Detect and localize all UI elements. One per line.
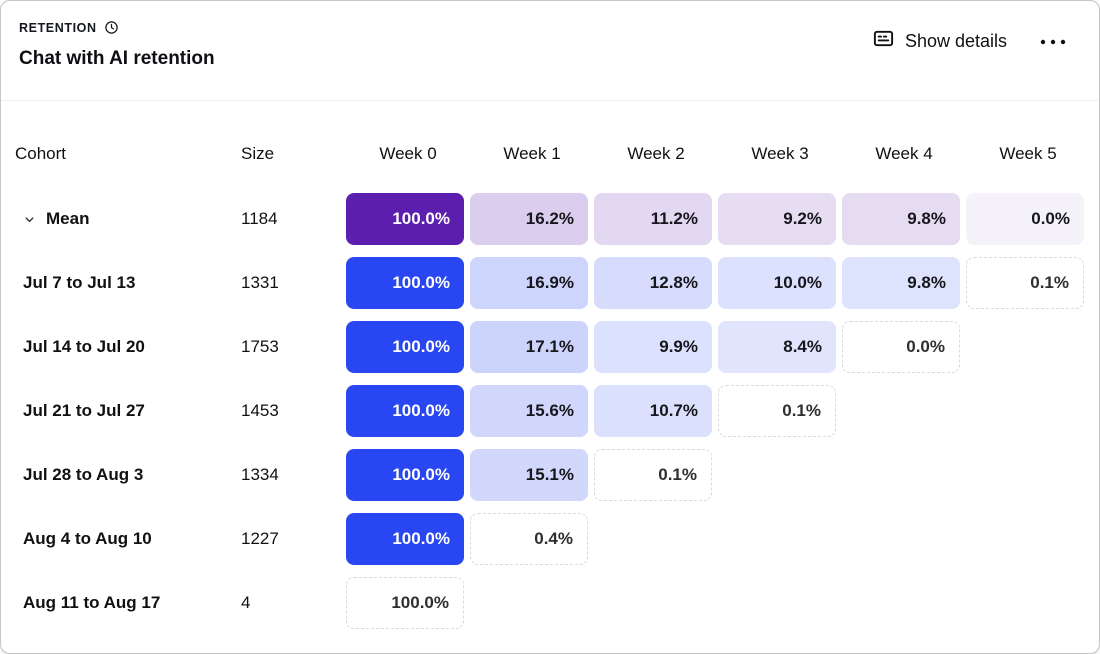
table-header-row: Cohort Size Week 0 Week 1 Week 2 Week 3 Week 4… <box>15 121 1099 187</box>
retention-cell[interactable]: 100.0% <box>346 385 464 437</box>
cohort-label-text: Aug 4 to Aug 10 <box>23 529 152 548</box>
ellipsis-icon <box>1039 34 1067 49</box>
cohort-label-text: Jul 7 to Jul 13 <box>23 273 136 292</box>
retention-cell[interactable]: 0.4% <box>470 513 588 565</box>
cohort-label: Jul 14 to Jul 20 <box>15 337 231 357</box>
more-options-button[interactable] <box>1033 30 1073 53</box>
retention-cell[interactable]: 9.8% <box>842 193 960 245</box>
cohort-size: 1753 <box>241 337 279 356</box>
retention-table: Cohort Size Week 0 Week 1 Week 2 Week 3 Week 4… <box>1 101 1099 635</box>
cohort-label: Aug 4 to Aug 10 <box>15 529 231 549</box>
retention-cell[interactable]: 11.2% <box>594 193 712 245</box>
cohort-size: 1331 <box>241 273 279 292</box>
column-header-week-0: Week 0 <box>379 144 437 163</box>
cohort-row: Aug 4 to Aug 10 1227 100.0% 0.4% <box>15 507 1099 571</box>
column-header-week-5: Week 5 <box>999 144 1057 163</box>
cohort-label: Jul 28 to Aug 3 <box>15 465 231 485</box>
cohort-label-text: Jul 14 to Jul 20 <box>23 337 145 356</box>
column-header-week-1: Week 1 <box>503 144 561 163</box>
retention-cell[interactable]: 100.0% <box>346 513 464 565</box>
clock-icon <box>104 20 119 35</box>
retention-cell[interactable]: 100.0% <box>346 449 464 501</box>
cohort-size: 1334 <box>241 465 279 484</box>
cohort-row: Mean 1184 100.0% 16.2% 11.2% 9.2% 9.8% 0.0% <box>15 187 1099 251</box>
page-title: Chat with AI retention <box>19 48 215 69</box>
retention-cell[interactable]: 10.0% <box>718 257 836 309</box>
retention-cell[interactable]: 9.2% <box>718 193 836 245</box>
retention-cell[interactable]: 12.8% <box>594 257 712 309</box>
retention-cell[interactable]: 0.0% <box>966 193 1084 245</box>
retention-cell[interactable]: 10.7% <box>594 385 712 437</box>
cohort-row: Jul 21 to Jul 27 1453 100.0% 15.6% 10.7% 0.1% <box>15 379 1099 443</box>
cohort-label[interactable]: Mean <box>15 209 231 229</box>
retention-cell[interactable]: 8.4% <box>718 321 836 373</box>
cohort-row: Jul 28 to Aug 3 1334 100.0% 15.1% 0.1% <box>15 443 1099 507</box>
retention-cell[interactable]: 100.0% <box>346 321 464 373</box>
cohort-label-text: Jul 28 to Aug 3 <box>23 465 144 484</box>
card-header-left: RETENTION Chat with AI retention <box>19 21 215 70</box>
retention-cell[interactable]: 100.0% <box>346 257 464 309</box>
cohort-label-text: Mean <box>46 209 90 228</box>
cohort-size: 4 <box>241 593 251 612</box>
retention-cell[interactable]: 100.0% <box>346 577 464 629</box>
cohort-row: Jul 14 to Jul 20 1753 100.0% 17.1% 9.9% 8.4% 0… <box>15 315 1099 379</box>
cohort-size: 1453 <box>241 401 279 420</box>
column-header-week-4: Week 4 <box>875 144 933 163</box>
retention-cell[interactable]: 16.9% <box>470 257 588 309</box>
cohort-label: Jul 7 to Jul 13 <box>15 273 231 293</box>
column-header-week-3: Week 3 <box>751 144 809 163</box>
retention-cell[interactable]: 0.1% <box>966 257 1084 309</box>
retention-cell[interactable]: 15.1% <box>470 449 588 501</box>
retention-cell[interactable]: 0.1% <box>718 385 836 437</box>
cohort-label-text: Aug 11 to Aug 17 <box>23 593 161 612</box>
show-details-button[interactable]: Show details <box>868 25 1011 57</box>
card-header-right: Show details <box>868 25 1073 57</box>
retention-cell[interactable]: 16.2% <box>470 193 588 245</box>
cohort-size: 1227 <box>241 529 279 548</box>
cohort-label: Jul 21 to Jul 27 <box>15 401 231 421</box>
retention-cell[interactable]: 0.0% <box>842 321 960 373</box>
chevron-down-icon[interactable] <box>23 213 36 226</box>
kicker-row: RETENTION <box>19 21 215 35</box>
retention-cell[interactable]: 9.9% <box>594 321 712 373</box>
retention-cell[interactable]: 0.1% <box>594 449 712 501</box>
column-header-week-2: Week 2 <box>627 144 685 163</box>
show-details-label: Show details <box>904 30 1007 51</box>
column-header-cohort: Cohort <box>15 144 67 163</box>
column-header-size: Size <box>241 144 275 163</box>
insight-type-label: RETENTION <box>19 21 97 35</box>
cohort-label-text: Jul 21 to Jul 27 <box>23 401 145 420</box>
retention-cell[interactable]: 9.8% <box>842 257 960 309</box>
cohort-size: 1184 <box>241 209 278 228</box>
retention-cell[interactable]: 17.1% <box>470 321 588 373</box>
retention-cell[interactable]: 15.6% <box>470 385 588 437</box>
retention-rows: Mean 1184 100.0% 16.2% 11.2% 9.2% 9.8% 0.0% Jul … <box>15 187 1099 635</box>
cohort-row: Aug 11 to Aug 17 4 100.0% <box>15 571 1099 635</box>
detail-card-icon <box>872 27 895 55</box>
cohort-label: Aug 11 to Aug 17 <box>15 593 231 613</box>
cohort-row: Jul 7 to Jul 13 1331 100.0% 16.9% 12.8% 10.0%… <box>15 251 1099 315</box>
retention-cell[interactable]: 100.0% <box>346 193 464 245</box>
card-header: RETENTION Chat with AI retention <box>1 1 1099 101</box>
